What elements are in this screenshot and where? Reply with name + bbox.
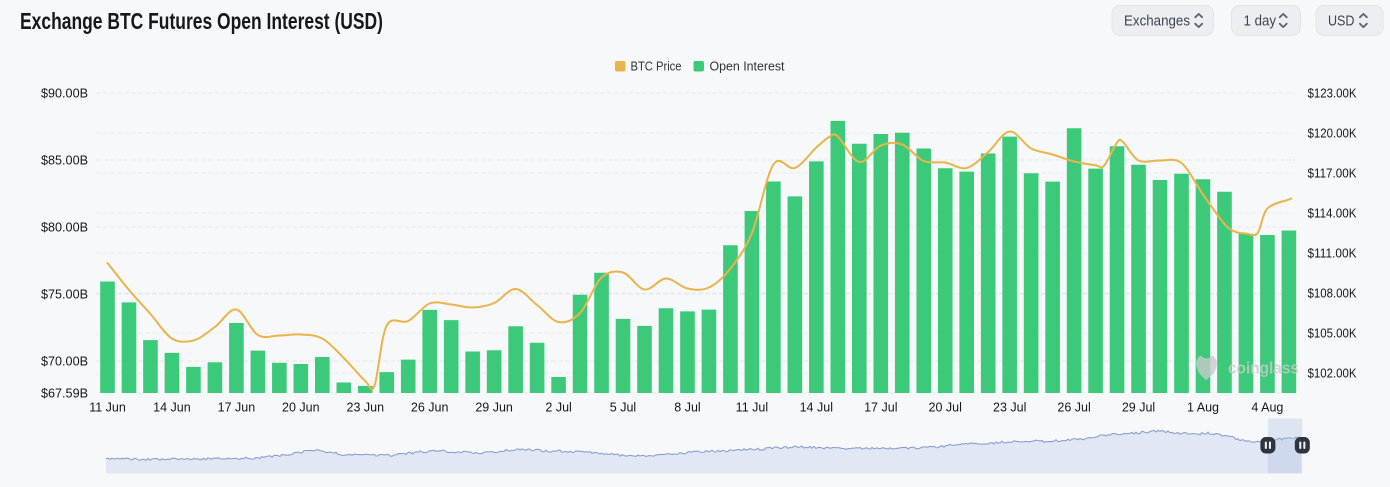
svg-text:29 Jun: 29 Jun	[475, 401, 513, 415]
svg-text:Open Interest: Open Interest	[710, 60, 786, 74]
svg-text:2 Jul: 2 Jul	[545, 401, 571, 415]
svg-text:1 Aug: 1 Aug	[1187, 401, 1219, 415]
svg-text:11 Jul: 11 Jul	[736, 401, 768, 415]
svg-text:Exchange BTC Futures Open Inte: Exchange BTC Futures Open Interest (USD)	[20, 8, 383, 34]
svg-text:$108.00K: $108.00K	[1308, 286, 1358, 300]
svg-text:$114.00K: $114.00K	[1308, 206, 1358, 220]
svg-text:$85.00B: $85.00B	[41, 153, 88, 167]
svg-text:26 Jun: 26 Jun	[411, 401, 449, 415]
svg-text:5 Jul: 5 Jul	[610, 401, 636, 415]
svg-text:$102.00K: $102.00K	[1308, 366, 1358, 380]
svg-text:14 Jul: 14 Jul	[800, 401, 833, 415]
svg-text:26 Jul: 26 Jul	[1057, 401, 1090, 415]
svg-text:$75.00B: $75.00B	[41, 287, 88, 301]
svg-text:USD: USD	[1328, 14, 1355, 30]
svg-text:29 Jul: 29 Jul	[1122, 401, 1155, 415]
svg-text:14 Jun: 14 Jun	[153, 401, 191, 415]
svg-text:$111.00K: $111.00K	[1308, 246, 1358, 260]
svg-text:23 Jul: 23 Jul	[993, 401, 1026, 415]
svg-text:$80.00B: $80.00B	[41, 220, 88, 234]
svg-text:1 day: 1 day	[1244, 14, 1277, 30]
svg-text:Exchanges: Exchanges	[1124, 14, 1190, 30]
svg-text:$105.00K: $105.00K	[1308, 326, 1358, 340]
svg-text:$90.00B: $90.00B	[41, 86, 88, 100]
svg-text:coinglass: coinglass	[1228, 360, 1299, 378]
svg-text:8 Jul: 8 Jul	[674, 401, 700, 415]
svg-text:$117.00K: $117.00K	[1308, 166, 1358, 180]
svg-text:$120.00K: $120.00K	[1308, 126, 1358, 140]
svg-text:$123.00K: $123.00K	[1308, 86, 1358, 100]
svg-text:17 Jul: 17 Jul	[864, 401, 897, 415]
svg-text:$70.00B: $70.00B	[41, 354, 88, 368]
svg-text:11 Jun: 11 Jun	[89, 401, 126, 415]
svg-text:20 Jun: 20 Jun	[282, 401, 320, 415]
svg-text:$67.59B: $67.59B	[41, 386, 88, 400]
svg-text:BTC Price: BTC Price	[631, 60, 682, 74]
svg-text:17 Jun: 17 Jun	[218, 401, 256, 415]
svg-text:23 Jun: 23 Jun	[347, 401, 385, 415]
svg-text:4 Aug: 4 Aug	[1251, 401, 1283, 415]
svg-text:20 Jul: 20 Jul	[929, 401, 962, 415]
